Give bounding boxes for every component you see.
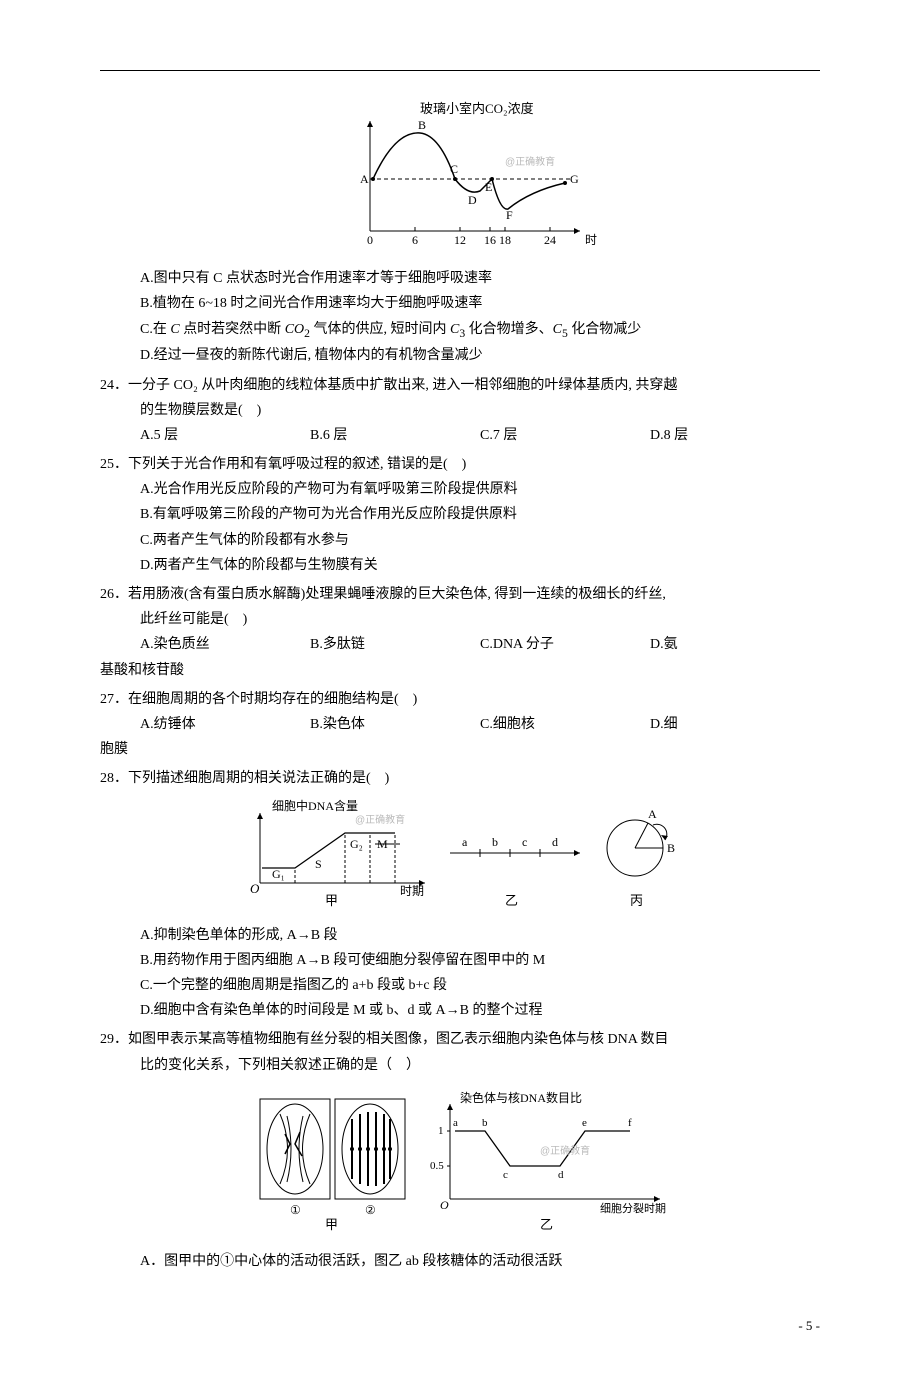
svg-text:O: O [250, 881, 260, 896]
svg-text:F: F [506, 208, 513, 222]
svg-text:@正确教育: @正确教育 [505, 155, 555, 168]
svg-text:16: 16 [484, 233, 496, 247]
svg-text:1: 1 [438, 1125, 444, 1137]
svg-text:②: ② [365, 1203, 376, 1217]
q25-D: D.两者产生气体的阶段都与生物膜有关 [100, 553, 820, 578]
q26-C: C.DNA 分子 [480, 632, 650, 657]
q24-stem2: 的生物膜层数是( ) [100, 398, 820, 423]
q27-stem: 27．在细胞周期的各个时期均存在的细胞结构是( ) [100, 687, 820, 712]
svg-text:f: f [628, 1117, 632, 1129]
q28-B: B.用药物作用于图丙细胞 A→B 段可使细胞分裂停留在图甲中的 M [100, 948, 820, 973]
q27-B: B.染色体 [310, 712, 480, 737]
svg-text:时: 时 [585, 233, 597, 247]
svg-text:18: 18 [499, 233, 511, 247]
svg-text:甲: 甲 [325, 893, 338, 908]
fig1-title: 玻璃小室内CO₂浓度 [420, 101, 534, 116]
q25-A: A.光合作用光反应阶段的产物可为有氧呼吸第三阶段提供原料 [100, 477, 820, 502]
q26-B: B.多肽链 [310, 632, 480, 657]
q29-stem: 29．如图甲表示某高等植物细胞有丝分裂的相关图像，图乙表示细胞内染色体与核 DN… [100, 1027, 820, 1052]
q24-D: D.8 层 [650, 423, 820, 448]
q28-C: C.一个完整的细胞周期是指图乙的 a+b 段或 b+c 段 [100, 973, 820, 998]
svg-text:C: C [450, 162, 458, 176]
q28-stem: 28．下列描述细胞周期的相关说法正确的是( ) [100, 766, 820, 791]
q29-A: A．图甲中的①中心体的活动很活跃，图乙 ab 段核糖体的活动很活跃 [100, 1249, 820, 1274]
svg-text:12: 12 [454, 233, 466, 247]
svg-text:S: S [315, 857, 322, 871]
svg-text:E: E [485, 180, 492, 194]
fig-mitosis: ① ② 甲 染色体与核DNA数目比 1 0.5 a b c d e f O 细胞… [100, 1084, 820, 1243]
q28-A: A.抑制染色单体的形成, A→B 段 [100, 923, 820, 948]
q23-D: D.经过一昼夜的新陈代谢后, 植物体内的有机物含量减少 [100, 343, 820, 368]
svg-text:d: d [558, 1169, 564, 1181]
q23-C: C.在 C 点时若突然中断 CO2 气体的供应, 短时间内 C3 化合物增多、C… [100, 317, 820, 344]
fig-co2-curve: 玻璃小室内CO₂浓度 0 6 12 16 18 24 时 A B C D E F… [100, 101, 820, 260]
svg-text:B: B [418, 118, 426, 132]
q27-D-cont: 胞膜 [100, 737, 820, 762]
q23-A: A.图中只有 C 点状态时光合作用速率才等于细胞呼吸速率 [100, 266, 820, 291]
svg-text:时期: 时期 [400, 884, 424, 898]
q24-stem: 24．一分子 CO₂ 从叶肉细胞的线粒体基质中扩散出来, 进入一相邻细胞的叶绿体… [100, 373, 820, 398]
q24-options: A.5 层 B.6 层 C.7 层 D.8 层 [100, 423, 820, 448]
q25-C: C.两者产生气体的阶段都有水参与 [100, 528, 820, 553]
svg-text:b: b [492, 835, 498, 849]
svg-text:细胞中DNA含量: 细胞中DNA含量 [272, 798, 358, 813]
q25-B: B.有氧呼吸第三阶段的产物可为光合作用光反应阶段提供原料 [100, 502, 820, 527]
svg-text:A: A [360, 172, 369, 186]
svg-text:O: O [440, 1198, 449, 1212]
svg-text:乙: 乙 [505, 893, 518, 908]
svg-text:e: e [582, 1117, 587, 1129]
q23-B: B.植物在 6~18 时之间光合作用速率均大于细胞呼吸速率 [100, 291, 820, 316]
svg-text:①: ① [290, 1203, 301, 1217]
fig-cell-cycle: 细胞中DNA含量 G₁ S G₂ M O 时期 甲 @正确教育 a b c d … [100, 798, 820, 917]
svg-text:B: B [667, 841, 675, 855]
q26-options: A.染色质丝 B.多肽链 C.DNA 分子 D.氨 [100, 632, 820, 657]
svg-text:a: a [462, 835, 468, 849]
svg-text:6: 6 [412, 233, 418, 247]
q27-D: D.细 [650, 712, 820, 737]
svg-text:染色体与核DNA数目比: 染色体与核DNA数目比 [460, 1090, 582, 1105]
q26-stem: 26．若用肠液(含有蛋白质水解酶)处理果蝇唾液腺的巨大染色体, 得到一连续的极细… [100, 582, 820, 607]
q24-A: A.5 层 [140, 423, 310, 448]
svg-text:0.5: 0.5 [430, 1160, 444, 1172]
page-number: - 5 - [100, 1314, 820, 1337]
svg-text:G₁: G₁ [272, 867, 285, 881]
q24-C: C.7 层 [480, 423, 650, 448]
svg-text:@正确教育: @正确教育 [355, 813, 405, 826]
svg-text:D: D [468, 193, 477, 207]
q26-D-cont: 基酸和核苷酸 [100, 658, 820, 683]
q26-A: A.染色质丝 [140, 632, 310, 657]
svg-text:甲: 甲 [325, 1217, 338, 1232]
svg-text:G: G [570, 172, 579, 186]
svg-text:乙: 乙 [540, 1217, 553, 1232]
q27-A: A.纺锤体 [140, 712, 310, 737]
q26-D: D.氨 [650, 632, 820, 657]
svg-text:c: c [522, 835, 527, 849]
svg-text:c: c [503, 1169, 508, 1181]
svg-text:b: b [482, 1117, 488, 1129]
q25-stem: 25．下列关于光合作用和有氧呼吸过程的叙述, 错误的是( ) [100, 452, 820, 477]
svg-text:0: 0 [367, 233, 373, 247]
q29-stem2: 比的变化关系，下列相关叙述正确的是（ ） [100, 1053, 820, 1078]
q24-B: B.6 层 [310, 423, 480, 448]
top-rule [100, 70, 820, 71]
svg-text:丙: 丙 [630, 893, 643, 908]
svg-text:a: a [453, 1117, 458, 1129]
svg-text:@正确教育: @正确教育 [540, 1144, 590, 1157]
svg-text:A: A [648, 807, 657, 821]
q27-C: C.细胞核 [480, 712, 650, 737]
q28-D: D.细胞中含有染色单体的时间段是 M 或 b、d 或 A→B 的整个过程 [100, 998, 820, 1023]
svg-text:24: 24 [544, 233, 556, 247]
svg-text:d: d [552, 835, 558, 849]
q27-options: A.纺锤体 B.染色体 C.细胞核 D.细 [100, 712, 820, 737]
svg-text:G₂: G₂ [350, 837, 363, 851]
q26-stem2: 此纤丝可能是( ) [100, 607, 820, 632]
svg-text:细胞分裂时期: 细胞分裂时期 [600, 1202, 666, 1215]
